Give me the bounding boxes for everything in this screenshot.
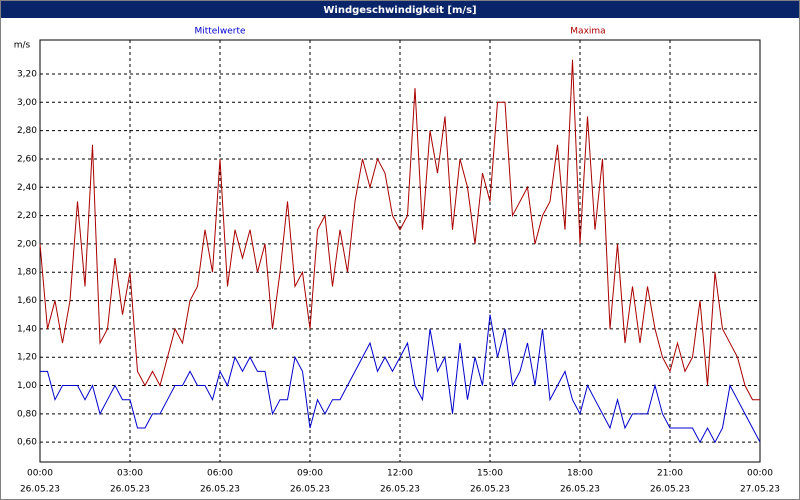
chart-title: Windgeschwindigkeit [m/s] bbox=[323, 5, 476, 16]
x-tick-label: 09:00 bbox=[297, 469, 323, 479]
legend-entry: Maxima bbox=[570, 27, 605, 37]
x-tick-label: 18:00 bbox=[567, 469, 593, 479]
x-tick-label: 06:00 bbox=[207, 469, 233, 479]
title-bar bbox=[1, 1, 799, 18]
y-tick-label: 2,20 bbox=[17, 211, 37, 221]
x-tick-label: 00:00 bbox=[27, 469, 53, 479]
x-tick-sublabel: 26.05.23 bbox=[380, 485, 420, 495]
x-tick-sublabel: 26.05.23 bbox=[560, 485, 600, 495]
x-tick-sublabel: 27.05.23 bbox=[740, 485, 780, 495]
legend-entry: Mittelwerte bbox=[194, 27, 245, 37]
y-tick-label: 1,00 bbox=[17, 381, 37, 391]
series-line bbox=[39, 59, 760, 401]
y-tick-label: 3,00 bbox=[17, 98, 37, 108]
y-tick-label: 2,80 bbox=[17, 126, 37, 136]
x-tick-sublabel: 26.05.23 bbox=[470, 485, 510, 495]
x-tick-label: 00:00 bbox=[747, 469, 773, 479]
series-line bbox=[40, 314, 761, 444]
y-axis-label: m/s bbox=[14, 41, 31, 51]
y-tick-label: 1,20 bbox=[17, 353, 37, 363]
y-tick-label: 0,60 bbox=[17, 438, 37, 448]
y-tick-label: 2,00 bbox=[17, 239, 37, 249]
x-tick-label: 21:00 bbox=[657, 469, 683, 479]
y-tick-label: 2,40 bbox=[17, 183, 37, 193]
y-tick-label: 3,20 bbox=[17, 69, 37, 79]
x-tick-sublabel: 26.05.23 bbox=[650, 485, 690, 495]
y-tick-label: 1,60 bbox=[17, 296, 37, 306]
x-tick-sublabel: 26.05.23 bbox=[290, 485, 330, 495]
y-tick-label: 1,80 bbox=[17, 268, 37, 278]
y-tick-label: 2,60 bbox=[17, 154, 37, 164]
x-tick-label: 15:00 bbox=[477, 469, 503, 479]
x-tick-sublabel: 26.05.23 bbox=[20, 485, 60, 495]
y-tick-label: 0,80 bbox=[17, 409, 37, 419]
x-tick-label: 12:00 bbox=[387, 469, 413, 479]
x-tick-sublabel: 26.05.23 bbox=[110, 485, 150, 495]
y-tick-label: 1,40 bbox=[17, 324, 37, 334]
x-tick-label: 03:00 bbox=[117, 469, 143, 479]
x-tick-sublabel: 26.05.23 bbox=[200, 485, 240, 495]
